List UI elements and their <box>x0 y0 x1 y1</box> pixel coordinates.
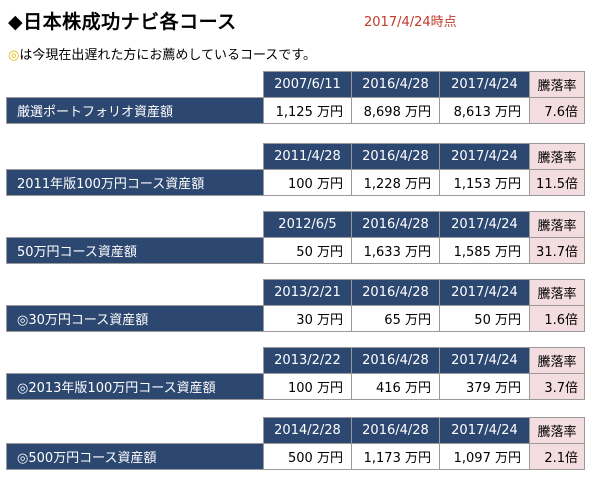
rate-value: 31.7倍 <box>529 237 585 264</box>
start-date: 2013/2/21 <box>263 279 352 306</box>
start-value: 100 万円 <box>263 169 352 196</box>
start-date: 2007/6/11 <box>263 71 352 98</box>
rate-value: 7.6倍 <box>529 97 585 124</box>
start-date: 2014/2/28 <box>263 417 352 444</box>
course-label: ◎2013年版100万円コース資産額 <box>6 373 264 400</box>
value-row: 2011年版100万円コース資産額 100 万円 1,228 万円 1,153 … <box>6 169 585 196</box>
end-value: 50 万円 <box>439 305 530 332</box>
start-date: 2013/2/22 <box>263 347 352 374</box>
mid-date: 2016/4/28 <box>351 417 440 444</box>
end-date: 2017/4/24 <box>439 71 530 98</box>
course-label: ◎500万円コース資産額 <box>6 443 264 470</box>
rate-header: 騰落率 <box>529 279 585 306</box>
as-of-date: 2017/4/24時点 <box>364 15 457 30</box>
page-header: ◆日本株成功ナビ各コース 2017/4/24時点 <box>8 6 588 33</box>
course-table: 2007/6/11 2016/4/28 2017/4/24 騰落率 厳選ポートフ… <box>6 71 585 124</box>
mid-value: 416 万円 <box>351 373 440 400</box>
course-table: 2014/2/28 2016/4/28 2017/4/24 騰落率 ◎500万円… <box>6 417 585 470</box>
rate-value: 2.1倍 <box>529 443 585 470</box>
course-label: 厳選ポートフォリオ資産額 <box>6 97 264 124</box>
value-row: ◎500万円コース資産額 500 万円 1,173 万円 1,097 万円 2.… <box>6 443 585 470</box>
rate-header: 騰落率 <box>529 71 585 98</box>
start-value: 30 万円 <box>263 305 352 332</box>
end-value: 1,153 万円 <box>439 169 530 196</box>
end-value: 379 万円 <box>439 373 530 400</box>
start-value: 50 万円 <box>263 237 352 264</box>
mid-date: 2016/4/28 <box>351 143 440 170</box>
value-row: 50万円コース資産額 50 万円 1,633 万円 1,585 万円 31.7倍 <box>6 237 585 264</box>
rate-header: 騰落率 <box>529 347 585 374</box>
mid-date: 2016/4/28 <box>351 71 440 98</box>
date-header-row: 2014/2/28 2016/4/28 2017/4/24 騰落率 <box>6 417 585 444</box>
date-header-row: 2013/2/22 2016/4/28 2017/4/24 騰落率 <box>6 347 585 374</box>
rate-header: 騰落率 <box>529 211 585 238</box>
course-label: ◎30万円コース資産額 <box>6 305 264 332</box>
double-circle-icon: ◎ <box>8 48 20 63</box>
rate-header: 騰落率 <box>529 417 585 444</box>
end-date: 2017/4/24 <box>439 279 530 306</box>
start-value: 1,125 万円 <box>263 97 352 124</box>
course-label: 2011年版100万円コース資産額 <box>6 169 264 196</box>
note-text: は今現在出遅れた方にお薦めしているコースです。 <box>19 48 317 63</box>
start-value: 500 万円 <box>263 443 352 470</box>
mid-date: 2016/4/28 <box>351 347 440 374</box>
page-title: ◆日本株成功ナビ各コース <box>8 11 237 33</box>
start-date: 2011/4/28 <box>263 143 352 170</box>
date-header-row: 2012/6/5 2016/4/28 2017/4/24 騰落率 <box>6 211 585 238</box>
end-date: 2017/4/24 <box>439 347 530 374</box>
end-value: 8,613 万円 <box>439 97 530 124</box>
mid-value: 1,228 万円 <box>351 169 440 196</box>
rate-value: 1.6倍 <box>529 305 585 332</box>
end-value: 1,585 万円 <box>439 237 530 264</box>
course-label: 50万円コース資産額 <box>6 237 264 264</box>
course-table: 2012/6/5 2016/4/28 2017/4/24 騰落率 50万円コース… <box>6 211 585 264</box>
end-date: 2017/4/24 <box>439 211 530 238</box>
course-note: ◎は今現在出遅れた方にお薦めしているコースです。 <box>8 44 316 63</box>
start-date: 2012/6/5 <box>263 211 352 238</box>
end-date: 2017/4/24 <box>439 417 530 444</box>
course-table: 2013/2/21 2016/4/28 2017/4/24 騰落率 ◎30万円コ… <box>6 279 585 332</box>
value-row: ◎2013年版100万円コース資産額 100 万円 416 万円 379 万円 … <box>6 373 585 400</box>
start-value: 100 万円 <box>263 373 352 400</box>
end-date: 2017/4/24 <box>439 143 530 170</box>
mid-value: 1,633 万円 <box>351 237 440 264</box>
rate-value: 11.5倍 <box>529 169 585 196</box>
end-value: 1,097 万円 <box>439 443 530 470</box>
mid-value: 1,173 万円 <box>351 443 440 470</box>
course-table: 2013/2/22 2016/4/28 2017/4/24 騰落率 ◎2013年… <box>6 347 585 400</box>
rate-header: 騰落率 <box>529 143 585 170</box>
mid-date: 2016/4/28 <box>351 279 440 306</box>
value-row: 厳選ポートフォリオ資産額 1,125 万円 8,698 万円 8,613 万円 … <box>6 97 585 124</box>
mid-date: 2016/4/28 <box>351 211 440 238</box>
date-header-row: 2011/4/28 2016/4/28 2017/4/24 騰落率 <box>6 143 585 170</box>
mid-value: 8,698 万円 <box>351 97 440 124</box>
date-header-row: 2013/2/21 2016/4/28 2017/4/24 騰落率 <box>6 279 585 306</box>
date-header-row: 2007/6/11 2016/4/28 2017/4/24 騰落率 <box>6 71 585 98</box>
rate-value: 3.7倍 <box>529 373 585 400</box>
value-row: ◎30万円コース資産額 30 万円 65 万円 50 万円 1.6倍 <box>6 305 585 332</box>
mid-value: 65 万円 <box>351 305 440 332</box>
course-table: 2011/4/28 2016/4/28 2017/4/24 騰落率 2011年版… <box>6 143 585 196</box>
